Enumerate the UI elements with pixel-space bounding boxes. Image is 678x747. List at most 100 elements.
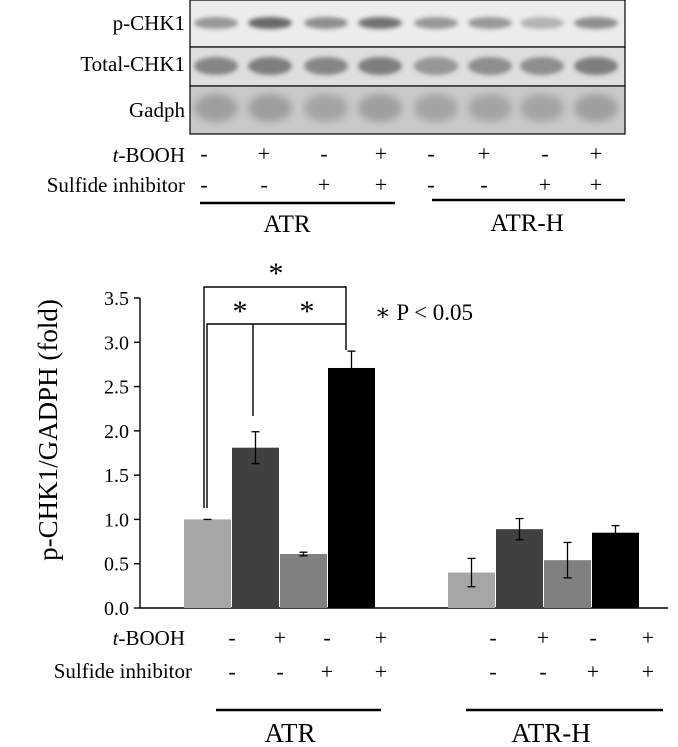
condition-sign: + xyxy=(318,172,330,197)
blot-band xyxy=(304,57,348,75)
error-bar xyxy=(347,350,356,386)
blot-band xyxy=(574,17,618,29)
error-bar xyxy=(467,557,476,588)
condition-sign: - xyxy=(228,659,235,684)
bottom-group-label-atr: ATR xyxy=(264,718,315,747)
bar-atr-h-2 xyxy=(496,529,543,608)
bar-atr-3 xyxy=(280,553,327,608)
bottom-condition-table: t-BOOH Sulfide inhibitor - + - + - + - + - - + + - - +… xyxy=(54,625,663,747)
condition-sign: - xyxy=(427,141,434,166)
bar-chart: p-CHK1/GADPH (fold) 0.0 0.5 1.0 1.5 2.0 2.5 3.… xyxy=(33,257,668,620)
error-bar xyxy=(251,431,260,465)
blot-strip-gadph xyxy=(189,85,626,135)
condition-sign: + xyxy=(478,141,490,166)
condition-sign: - xyxy=(539,659,546,684)
bracket-inner xyxy=(206,323,346,508)
error-bar xyxy=(611,524,620,541)
condition-sign: - xyxy=(320,141,327,166)
y-tick-label: 0.0 xyxy=(104,598,129,620)
y-axis-label: p-CHK1/GADPH (fold) xyxy=(33,299,63,561)
western-blot-panel: p-CHK1 Total-CHK1 Gadph xyxy=(80,0,626,135)
condition-sign: - xyxy=(489,625,496,650)
blot-band xyxy=(468,17,512,29)
condition-sign: - xyxy=(589,625,596,650)
blot-band xyxy=(358,57,402,75)
blot-band xyxy=(358,94,402,122)
condition-sign: + xyxy=(258,141,270,166)
bar-atr-2 xyxy=(232,447,279,608)
blot-band xyxy=(574,94,618,122)
blot-band xyxy=(304,17,348,29)
blot-strip-total-chk1 xyxy=(189,46,626,87)
y-tick-label: 1.5 xyxy=(104,465,129,487)
blot-label-p-chk1: p-CHK1 xyxy=(113,11,185,35)
blot-band xyxy=(468,94,512,122)
top-sulfide-inhibitor-label: Sulfide inhibitor xyxy=(47,173,185,197)
blot-band xyxy=(358,17,402,29)
condition-sign: + xyxy=(590,141,602,166)
condition-sign: + xyxy=(375,141,387,166)
condition-sign: - xyxy=(480,172,487,197)
y-tick-label: 3.5 xyxy=(104,288,129,310)
blot-band xyxy=(414,17,458,29)
top-tbooh-label: t-BOOH xyxy=(113,143,185,167)
condition-sign: + xyxy=(375,659,387,684)
condition-sign: + xyxy=(590,172,602,197)
blot-band xyxy=(248,94,292,122)
condition-sign: + xyxy=(642,625,654,650)
condition-sign: + xyxy=(537,625,549,650)
significance-star-top: * xyxy=(269,257,284,290)
condition-sign: + xyxy=(587,659,599,684)
condition-sign: - xyxy=(200,141,207,166)
y-tick-label: 2.0 xyxy=(104,421,129,443)
blot-band xyxy=(248,57,292,75)
bottom-tbooh-label: t-BOOH xyxy=(113,626,185,650)
condition-sign: - xyxy=(489,659,496,684)
top-condition-table: t-BOOH Sulfide inhibitor - + - + - + - + - - + + - - +… xyxy=(47,141,625,238)
blot-band xyxy=(520,57,564,75)
y-tick-label: 0.5 xyxy=(104,554,129,576)
significance-brackets xyxy=(203,286,347,508)
condition-sign: + xyxy=(539,172,551,197)
condition-sign: + xyxy=(642,659,654,684)
condition-sign: - xyxy=(260,172,267,197)
y-tick-label: 1.0 xyxy=(104,509,129,531)
blot-band xyxy=(414,57,458,75)
significance-star-left: * xyxy=(233,295,248,328)
blot-band xyxy=(414,94,458,122)
condition-sign: + xyxy=(375,172,387,197)
condition-sign: - xyxy=(200,172,207,197)
blot-band xyxy=(248,17,292,29)
error-bar xyxy=(563,541,572,579)
blot-strip-p-chk1 xyxy=(189,0,626,48)
significance-legend: ∗ P < 0.05 xyxy=(375,300,473,325)
blot-band xyxy=(194,17,238,29)
bar-atr-4 xyxy=(328,367,375,608)
y-tick-label: 3.0 xyxy=(104,332,129,354)
top-group-label-atr-h: ATR-H xyxy=(490,210,564,237)
blot-band xyxy=(520,94,564,122)
error-bar xyxy=(515,517,524,541)
blot-band xyxy=(468,57,512,75)
condition-sign: - xyxy=(276,659,283,684)
top-group-label-atr: ATR xyxy=(263,211,311,238)
blot-band xyxy=(520,17,564,29)
bottom-sulfide-inhibitor-label: Sulfide inhibitor xyxy=(54,659,192,683)
bar-atr-h-4 xyxy=(592,532,639,608)
bracket-outer xyxy=(203,286,347,508)
condition-sign: + xyxy=(274,625,286,650)
condition-sign: - xyxy=(541,141,548,166)
bar-atr-1 xyxy=(184,519,231,608)
blot-label-total-chk1: Total-CHK1 xyxy=(80,52,185,76)
condition-sign: - xyxy=(228,625,235,650)
blot-band xyxy=(194,94,238,122)
condition-sign: + xyxy=(375,625,387,650)
error-bar xyxy=(299,551,308,557)
condition-sign: - xyxy=(427,172,434,197)
blot-label-gadph: Gadph xyxy=(129,98,185,122)
blot-band xyxy=(194,57,238,75)
bottom-group-label-atr-h: ATR-H xyxy=(511,718,591,747)
condition-sign: + xyxy=(321,659,333,684)
condition-sign: - xyxy=(323,625,330,650)
